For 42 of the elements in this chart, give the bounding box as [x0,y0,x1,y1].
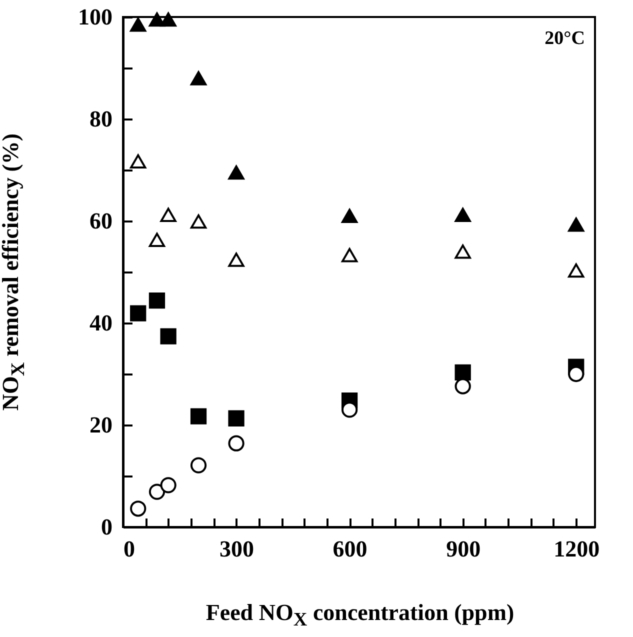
point [130,500,146,517]
x-tick-label: 0 [124,536,135,562]
point [568,263,584,278]
point [160,477,176,494]
point [454,244,471,259]
y-tick-label: 40 [90,310,112,336]
point [454,364,471,381]
point [130,305,146,322]
point [160,12,176,27]
x-tick-label: 600 [332,536,368,562]
point [228,410,244,426]
point [454,378,471,394]
point [454,208,471,222]
point [568,366,584,382]
point [228,435,244,452]
y-tick-label: 20 [90,412,112,438]
point [130,18,146,32]
point [190,457,207,474]
point [228,252,244,267]
point [190,214,207,229]
y-tick-label: 100 [78,4,112,30]
x-tick-label: 300 [220,536,254,562]
point [148,232,166,247]
x-tick-label: 1200 [554,536,600,562]
y-tick-label: 0 [101,514,112,540]
point [568,217,584,232]
point [341,402,358,418]
point [190,71,207,86]
point [190,408,207,424]
x-tick-label: 900 [446,536,481,562]
x-axis-title: Feed NO$_{X}$ concentration (ppm) [204,600,516,632]
point [341,248,358,262]
point [148,292,166,309]
point [228,165,244,180]
y-tick-label: 60 [90,208,112,234]
point [148,484,166,500]
point [160,328,176,344]
point [341,208,358,224]
annotation: 20°C [544,28,585,50]
y-tick-label: 80 [90,106,112,132]
point [160,208,176,222]
point [130,154,146,168]
